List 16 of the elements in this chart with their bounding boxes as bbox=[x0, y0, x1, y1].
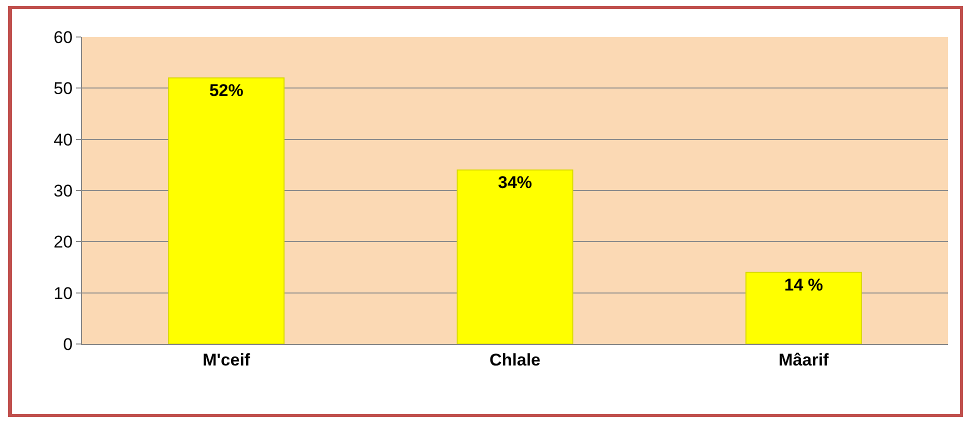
bar bbox=[745, 272, 862, 344]
bar bbox=[168, 77, 285, 344]
x-tick-label: M'ceif bbox=[202, 350, 250, 370]
y-tick-label: 10 bbox=[54, 284, 73, 303]
bar bbox=[456, 170, 574, 344]
y-tick-label: 50 bbox=[54, 79, 73, 98]
data-label: 52% bbox=[209, 80, 244, 100]
x-tick-label: Mâarif bbox=[778, 350, 830, 370]
data-label: 34% bbox=[498, 173, 532, 192]
y-tick-label: 60 bbox=[54, 28, 73, 47]
y-tick-label: 40 bbox=[54, 130, 73, 150]
data-label: 14 % bbox=[784, 275, 824, 294]
y-tick-label: 20 bbox=[54, 232, 73, 252]
x-tick-label: Chlale bbox=[489, 350, 541, 370]
y-tick-label: 0 bbox=[63, 334, 73, 354]
y-tick-label: 30 bbox=[54, 181, 73, 200]
